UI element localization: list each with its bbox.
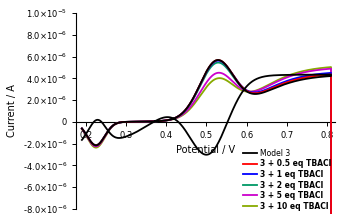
Line: 3 + 2 eq TBACl: 3 + 2 eq TBACl — [82, 62, 331, 224]
3 + 2 eq TBACl — [89, 141, 93, 144]
3 + 5 eq TBACl — [329, 67, 333, 70]
Line: 3 + 0.5 eq TBACl: 3 + 0.5 eq TBACl — [82, 60, 331, 224]
3 + 1 eq TBACl — [80, 127, 84, 130]
Line: 3 + 1 eq TBACl: 3 + 1 eq TBACl — [82, 61, 331, 224]
Model 3 — [306, 77, 310, 80]
3 + 1 eq TBACl — [216, 59, 220, 62]
3 + 10 eq TBACl — [329, 66, 333, 68]
Model 3 — [323, 73, 327, 76]
3 + 5 eq TBACl — [169, 118, 173, 121]
Legend: Model 3, 3 + 0.5 eq TBACl, 3 + 1 eq TBACl, 3 + 2 eq TBACl, 3 + 5 eq TBACl, 3 + 1: Model 3, 3 + 0.5 eq TBACl, 3 + 1 eq TBAC… — [242, 147, 333, 212]
Model 3 — [204, 153, 208, 156]
3 + 0.5 eq TBACl — [80, 127, 84, 130]
3 + 0.5 eq TBACl — [89, 141, 93, 144]
Line: 3 + 5 eq TBACl: 3 + 5 eq TBACl — [82, 69, 331, 224]
3 + 5 eq TBACl — [89, 142, 93, 144]
Model 3 — [80, 139, 84, 141]
Model 3 — [235, 101, 239, 103]
3 + 5 eq TBACl — [80, 127, 84, 130]
3 + 2 eq TBACl — [169, 118, 173, 121]
3 + 1 eq TBACl — [169, 118, 173, 121]
3 + 2 eq TBACl — [80, 127, 84, 130]
3 + 1 eq TBACl — [89, 141, 93, 144]
3 + 0.5 eq TBACl — [169, 118, 173, 121]
3 + 1 eq TBACl — [306, 74, 310, 77]
3 + 2 eq TBACl — [216, 61, 220, 64]
3 + 0.5 eq TBACl — [216, 59, 220, 61]
3 + 5 eq TBACl — [305, 70, 310, 73]
Model 3 — [216, 59, 220, 61]
Model 3 — [80, 127, 84, 130]
3 + 10 eq TBACl — [80, 128, 84, 131]
3 + 10 eq TBACl — [305, 69, 310, 71]
Y-axis label: Current / A: Current / A — [7, 85, 17, 138]
3 + 10 eq TBACl — [89, 143, 93, 146]
Model 3 — [169, 118, 173, 121]
Line: Model 3: Model 3 — [82, 60, 331, 155]
X-axis label: Potential / V: Potential / V — [176, 145, 235, 155]
3 + 0.5 eq TBACl — [306, 76, 310, 78]
Line: 3 + 10 eq TBACl: 3 + 10 eq TBACl — [82, 67, 331, 224]
3 + 10 eq TBACl — [169, 118, 173, 121]
3 + 2 eq TBACl — [306, 75, 310, 78]
Model 3 — [89, 141, 93, 144]
Model 3 — [111, 135, 116, 138]
